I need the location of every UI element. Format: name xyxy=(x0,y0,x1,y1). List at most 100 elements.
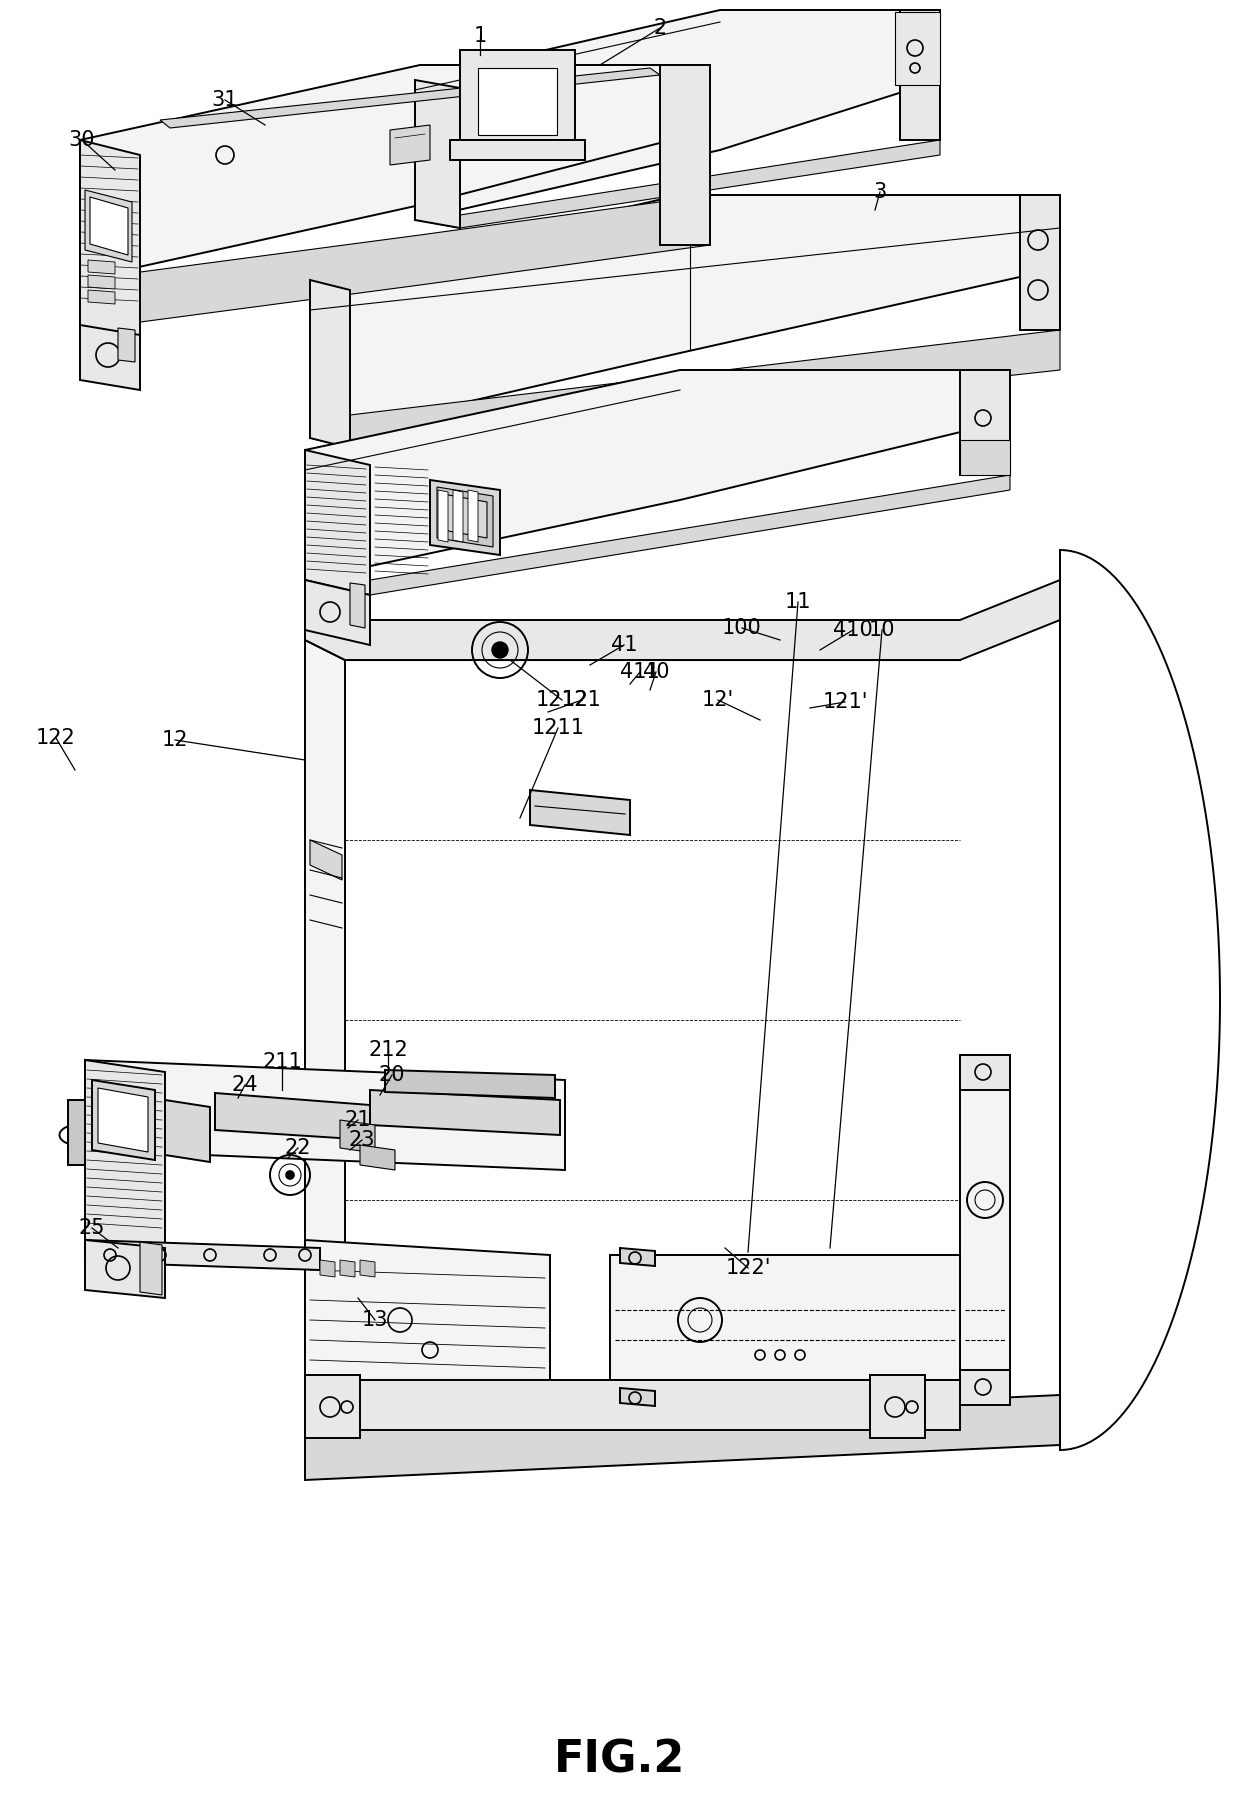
Polygon shape xyxy=(384,1071,556,1098)
Polygon shape xyxy=(960,1054,1011,1380)
Polygon shape xyxy=(467,491,477,542)
Polygon shape xyxy=(370,1091,560,1134)
Circle shape xyxy=(492,642,508,658)
Polygon shape xyxy=(215,1093,370,1140)
Polygon shape xyxy=(960,1371,1011,1405)
Polygon shape xyxy=(305,580,370,645)
Polygon shape xyxy=(660,65,711,245)
Polygon shape xyxy=(430,480,500,554)
Text: 12': 12' xyxy=(702,691,734,711)
Polygon shape xyxy=(310,331,1060,447)
Polygon shape xyxy=(305,1374,360,1438)
Text: 22: 22 xyxy=(285,1138,311,1158)
Polygon shape xyxy=(529,791,630,834)
Polygon shape xyxy=(620,1247,655,1265)
Polygon shape xyxy=(88,275,115,289)
Polygon shape xyxy=(340,1120,374,1153)
Text: 23: 23 xyxy=(348,1131,376,1151)
Polygon shape xyxy=(320,1260,335,1276)
Text: 1: 1 xyxy=(474,25,486,45)
Text: 13: 13 xyxy=(362,1311,388,1331)
Polygon shape xyxy=(68,1100,86,1165)
Text: 1211: 1211 xyxy=(532,718,584,738)
Polygon shape xyxy=(86,191,131,262)
Text: 10: 10 xyxy=(869,620,895,640)
Polygon shape xyxy=(86,1240,320,1271)
Polygon shape xyxy=(895,13,940,85)
Text: 411: 411 xyxy=(620,662,660,682)
Polygon shape xyxy=(86,1060,565,1171)
Polygon shape xyxy=(620,1387,655,1405)
Polygon shape xyxy=(91,196,128,255)
Text: 41: 41 xyxy=(611,634,637,654)
Text: 25: 25 xyxy=(79,1218,105,1238)
Polygon shape xyxy=(340,1260,355,1276)
Text: 2: 2 xyxy=(653,18,667,38)
Polygon shape xyxy=(305,1380,960,1431)
Polygon shape xyxy=(460,51,575,140)
Text: 121': 121' xyxy=(822,693,868,713)
Text: 11: 11 xyxy=(785,593,811,613)
Circle shape xyxy=(286,1171,294,1180)
Polygon shape xyxy=(453,491,463,542)
Polygon shape xyxy=(438,491,448,542)
Polygon shape xyxy=(415,11,940,220)
Text: 212: 212 xyxy=(368,1040,408,1060)
Polygon shape xyxy=(92,1080,155,1160)
Polygon shape xyxy=(81,325,140,391)
Polygon shape xyxy=(310,280,350,447)
Polygon shape xyxy=(415,80,460,227)
Text: FIG.2: FIG.2 xyxy=(554,1738,686,1782)
Polygon shape xyxy=(86,1060,165,1253)
Polygon shape xyxy=(81,140,140,345)
Polygon shape xyxy=(960,440,1011,474)
Polygon shape xyxy=(960,1054,1011,1091)
Polygon shape xyxy=(610,1254,960,1380)
Polygon shape xyxy=(305,580,1060,660)
Text: 21: 21 xyxy=(345,1111,371,1131)
Polygon shape xyxy=(160,67,660,127)
Polygon shape xyxy=(360,1145,396,1171)
Polygon shape xyxy=(305,1240,551,1394)
Text: 40: 40 xyxy=(642,662,670,682)
Polygon shape xyxy=(305,640,345,1380)
Polygon shape xyxy=(1021,195,1060,331)
Polygon shape xyxy=(86,1240,165,1298)
Polygon shape xyxy=(310,195,1060,438)
Polygon shape xyxy=(305,474,1011,594)
Polygon shape xyxy=(360,1260,374,1276)
Polygon shape xyxy=(870,1374,925,1438)
Text: 410: 410 xyxy=(833,620,873,640)
Text: 24: 24 xyxy=(232,1074,258,1094)
Polygon shape xyxy=(477,67,557,135)
Polygon shape xyxy=(88,291,115,304)
Polygon shape xyxy=(98,1087,148,1153)
Polygon shape xyxy=(81,195,711,331)
Text: 20: 20 xyxy=(378,1065,405,1085)
Polygon shape xyxy=(165,1100,210,1162)
Polygon shape xyxy=(900,11,940,140)
Polygon shape xyxy=(450,140,585,160)
Polygon shape xyxy=(350,584,365,627)
Polygon shape xyxy=(118,327,135,362)
Polygon shape xyxy=(88,260,115,275)
Text: 31: 31 xyxy=(212,91,238,111)
Polygon shape xyxy=(415,140,940,227)
Polygon shape xyxy=(310,840,342,880)
Text: 121: 121 xyxy=(562,691,601,711)
Text: 30: 30 xyxy=(68,131,95,151)
Polygon shape xyxy=(960,371,1011,474)
Text: 122': 122' xyxy=(725,1258,771,1278)
Text: 100: 100 xyxy=(722,618,761,638)
Text: 211: 211 xyxy=(262,1053,301,1073)
Text: 122: 122 xyxy=(36,727,76,747)
Polygon shape xyxy=(81,65,711,280)
Polygon shape xyxy=(305,1394,1060,1480)
Polygon shape xyxy=(305,451,370,594)
Polygon shape xyxy=(140,1242,162,1294)
Polygon shape xyxy=(391,125,430,165)
Polygon shape xyxy=(436,487,494,547)
Polygon shape xyxy=(443,494,487,538)
Text: 12: 12 xyxy=(161,731,188,751)
Text: 3: 3 xyxy=(873,182,887,202)
